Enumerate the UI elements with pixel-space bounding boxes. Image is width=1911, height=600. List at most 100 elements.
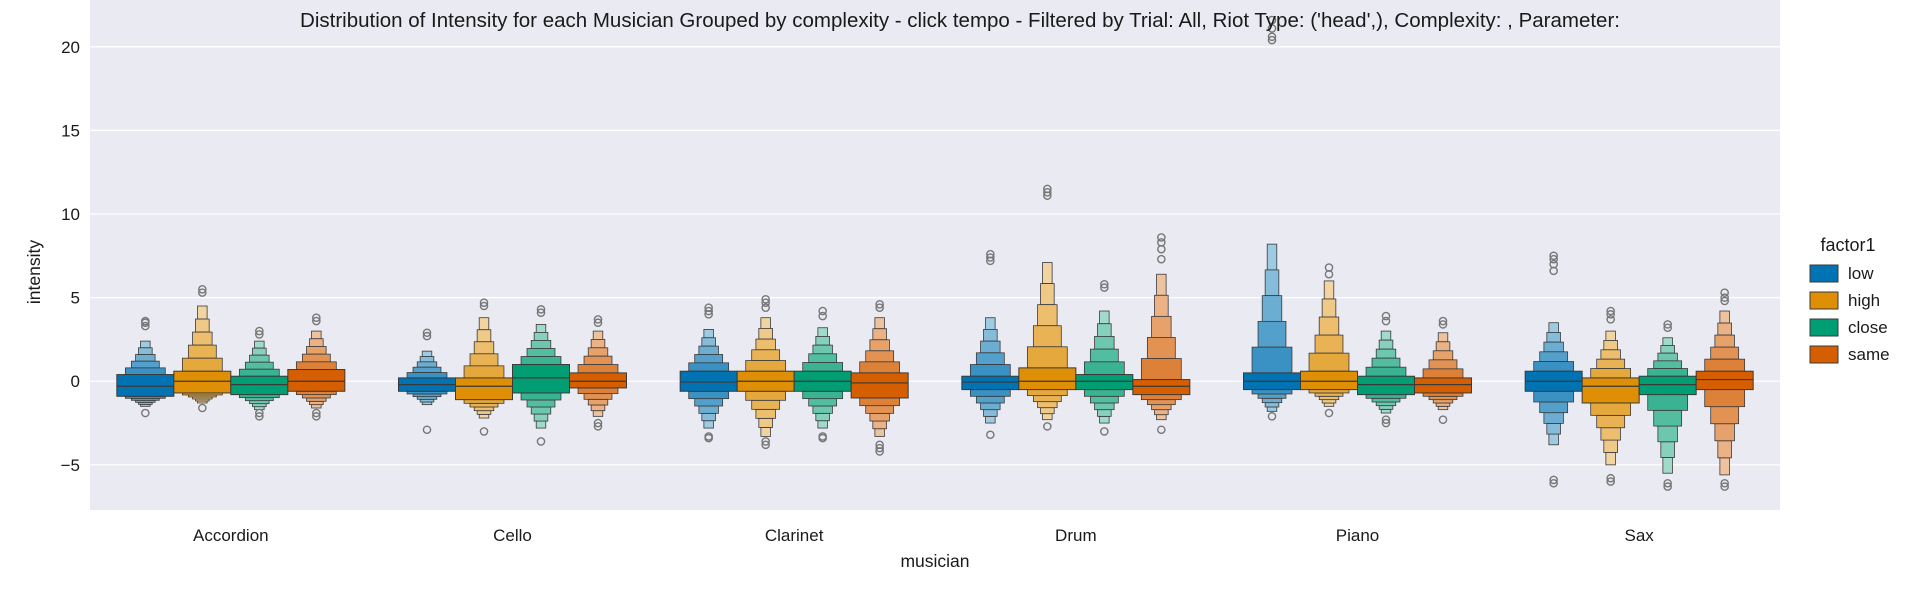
outlier-point bbox=[1381, 316, 1391, 326]
boxen-level-upper bbox=[1083, 361, 1125, 375]
y-tick-label: 5 bbox=[71, 289, 80, 308]
y-tick-label: 0 bbox=[71, 372, 80, 391]
outlier-point bbox=[198, 288, 207, 297]
x-axis-label: musician bbox=[900, 551, 969, 571]
boxen-level-lower bbox=[1653, 409, 1683, 427]
outlier-point bbox=[761, 440, 770, 450]
boxen-level-lower bbox=[985, 415, 996, 424]
boxen-level-upper bbox=[473, 341, 495, 355]
boxen-level-upper bbox=[1717, 322, 1732, 336]
boxen-level-lower bbox=[802, 390, 844, 400]
outlier-point bbox=[1663, 320, 1672, 329]
boxen-level-upper bbox=[975, 352, 1005, 365]
outlier-point bbox=[1381, 418, 1391, 428]
boxen-level-upper bbox=[1040, 283, 1055, 306]
boxen-main-box bbox=[1414, 377, 1472, 394]
boxen-high-clarinet bbox=[736, 295, 795, 450]
outlier-point bbox=[1549, 475, 1558, 485]
boxen-level-lower bbox=[872, 420, 887, 430]
boxen-level-lower bbox=[590, 404, 606, 412]
boxen-level-upper bbox=[1146, 337, 1176, 359]
boxen-level-lower bbox=[865, 405, 895, 414]
boxen-level-upper bbox=[1365, 366, 1407, 377]
legend-label: close bbox=[1848, 318, 1888, 337]
outlier-point bbox=[1549, 254, 1558, 264]
boxen-level-upper bbox=[701, 337, 716, 347]
boxen-level-lower bbox=[473, 406, 495, 412]
boxen-level-lower bbox=[688, 390, 730, 400]
boxen-level-upper bbox=[1605, 330, 1616, 341]
boxen-level-lower bbox=[1371, 397, 1401, 403]
boxen-level-lower bbox=[969, 389, 1011, 397]
boxen-level-upper bbox=[1089, 348, 1119, 363]
x-ticks: Accordion Cello Clarinet Drum Piano Sax bbox=[193, 526, 1654, 545]
boxen-level-upper bbox=[1321, 298, 1337, 318]
boxen-level-upper bbox=[421, 350, 433, 357]
boxen-level-lower bbox=[1040, 407, 1055, 415]
boxen-level-upper bbox=[872, 328, 887, 341]
boxen-level-upper bbox=[301, 353, 331, 363]
boxen-level-lower bbox=[758, 417, 773, 428]
boxen-level-upper bbox=[130, 360, 160, 369]
boxen-level-lower bbox=[1099, 415, 1110, 424]
boxen-level-lower bbox=[1428, 395, 1458, 401]
boxen-level-upper bbox=[802, 362, 844, 372]
boxen-level-upper bbox=[416, 361, 438, 368]
boxen-level-lower bbox=[587, 398, 609, 406]
boxen-level-upper bbox=[1543, 341, 1564, 353]
boxen-level-lower bbox=[1432, 399, 1454, 404]
boxen-level-lower bbox=[812, 405, 833, 414]
boxen-level-lower bbox=[869, 412, 890, 422]
outlier-point bbox=[1549, 251, 1558, 261]
boxen-level-lower bbox=[1026, 389, 1068, 397]
boxen-level-upper bbox=[703, 329, 714, 339]
boxen-level-upper bbox=[309, 338, 324, 347]
boxen-level-upper bbox=[985, 317, 996, 330]
boxen-level-lower bbox=[1146, 399, 1176, 406]
boxen-level-upper bbox=[869, 339, 890, 352]
legend-label: high bbox=[1848, 291, 1880, 310]
boxen-level-lower bbox=[1378, 405, 1394, 410]
boxen-low-clarinet bbox=[679, 303, 738, 443]
chart-title: Distribution of Intensity for each Music… bbox=[300, 9, 1620, 32]
boxen-level-upper bbox=[694, 354, 724, 364]
boxen-level-upper bbox=[745, 360, 787, 372]
boxen-level-upper bbox=[124, 367, 166, 375]
boxen-close-clarinet bbox=[793, 306, 852, 443]
boxen-level-lower bbox=[1094, 402, 1115, 411]
outlier-point bbox=[1157, 254, 1166, 264]
boxen-main-box bbox=[230, 375, 289, 396]
boxen-level-lower bbox=[874, 428, 885, 437]
boxen-level-lower bbox=[815, 412, 830, 422]
outlier-point bbox=[1324, 408, 1334, 418]
boxen-level-upper bbox=[1590, 368, 1632, 379]
boxen-level-upper bbox=[1266, 243, 1278, 271]
boxen-level-upper bbox=[1657, 352, 1678, 362]
boxen-level-upper bbox=[412, 366, 442, 373]
outlier-point bbox=[1549, 478, 1558, 488]
boxen-high-cello bbox=[455, 298, 513, 436]
boxen-close-accordion bbox=[230, 326, 289, 421]
boxen-level-lower bbox=[1657, 425, 1678, 443]
boxen-level-upper bbox=[469, 353, 499, 367]
outlier-point bbox=[536, 305, 546, 314]
outlier-point bbox=[593, 418, 603, 428]
boxen-low-accordion bbox=[116, 316, 175, 418]
boxen-main-box bbox=[1300, 370, 1358, 391]
boxen-high-drum bbox=[1018, 184, 1077, 431]
boxen-level-upper bbox=[1371, 357, 1401, 368]
boxen-level-upper bbox=[1600, 349, 1621, 360]
outlier-point bbox=[1267, 15, 1277, 25]
outlier-point bbox=[141, 321, 150, 331]
outlier-point bbox=[593, 422, 603, 431]
boxen-level-lower bbox=[533, 413, 549, 422]
outlier-point bbox=[875, 300, 884, 309]
outlier-point bbox=[986, 249, 995, 259]
boxen-level-lower bbox=[745, 390, 787, 401]
boxen-same-cello bbox=[569, 315, 627, 431]
boxen-level-upper bbox=[812, 344, 833, 355]
boxen-main-box bbox=[1581, 377, 1640, 404]
outlier-point bbox=[1438, 320, 1448, 329]
boxen-level-upper bbox=[1097, 323, 1112, 337]
